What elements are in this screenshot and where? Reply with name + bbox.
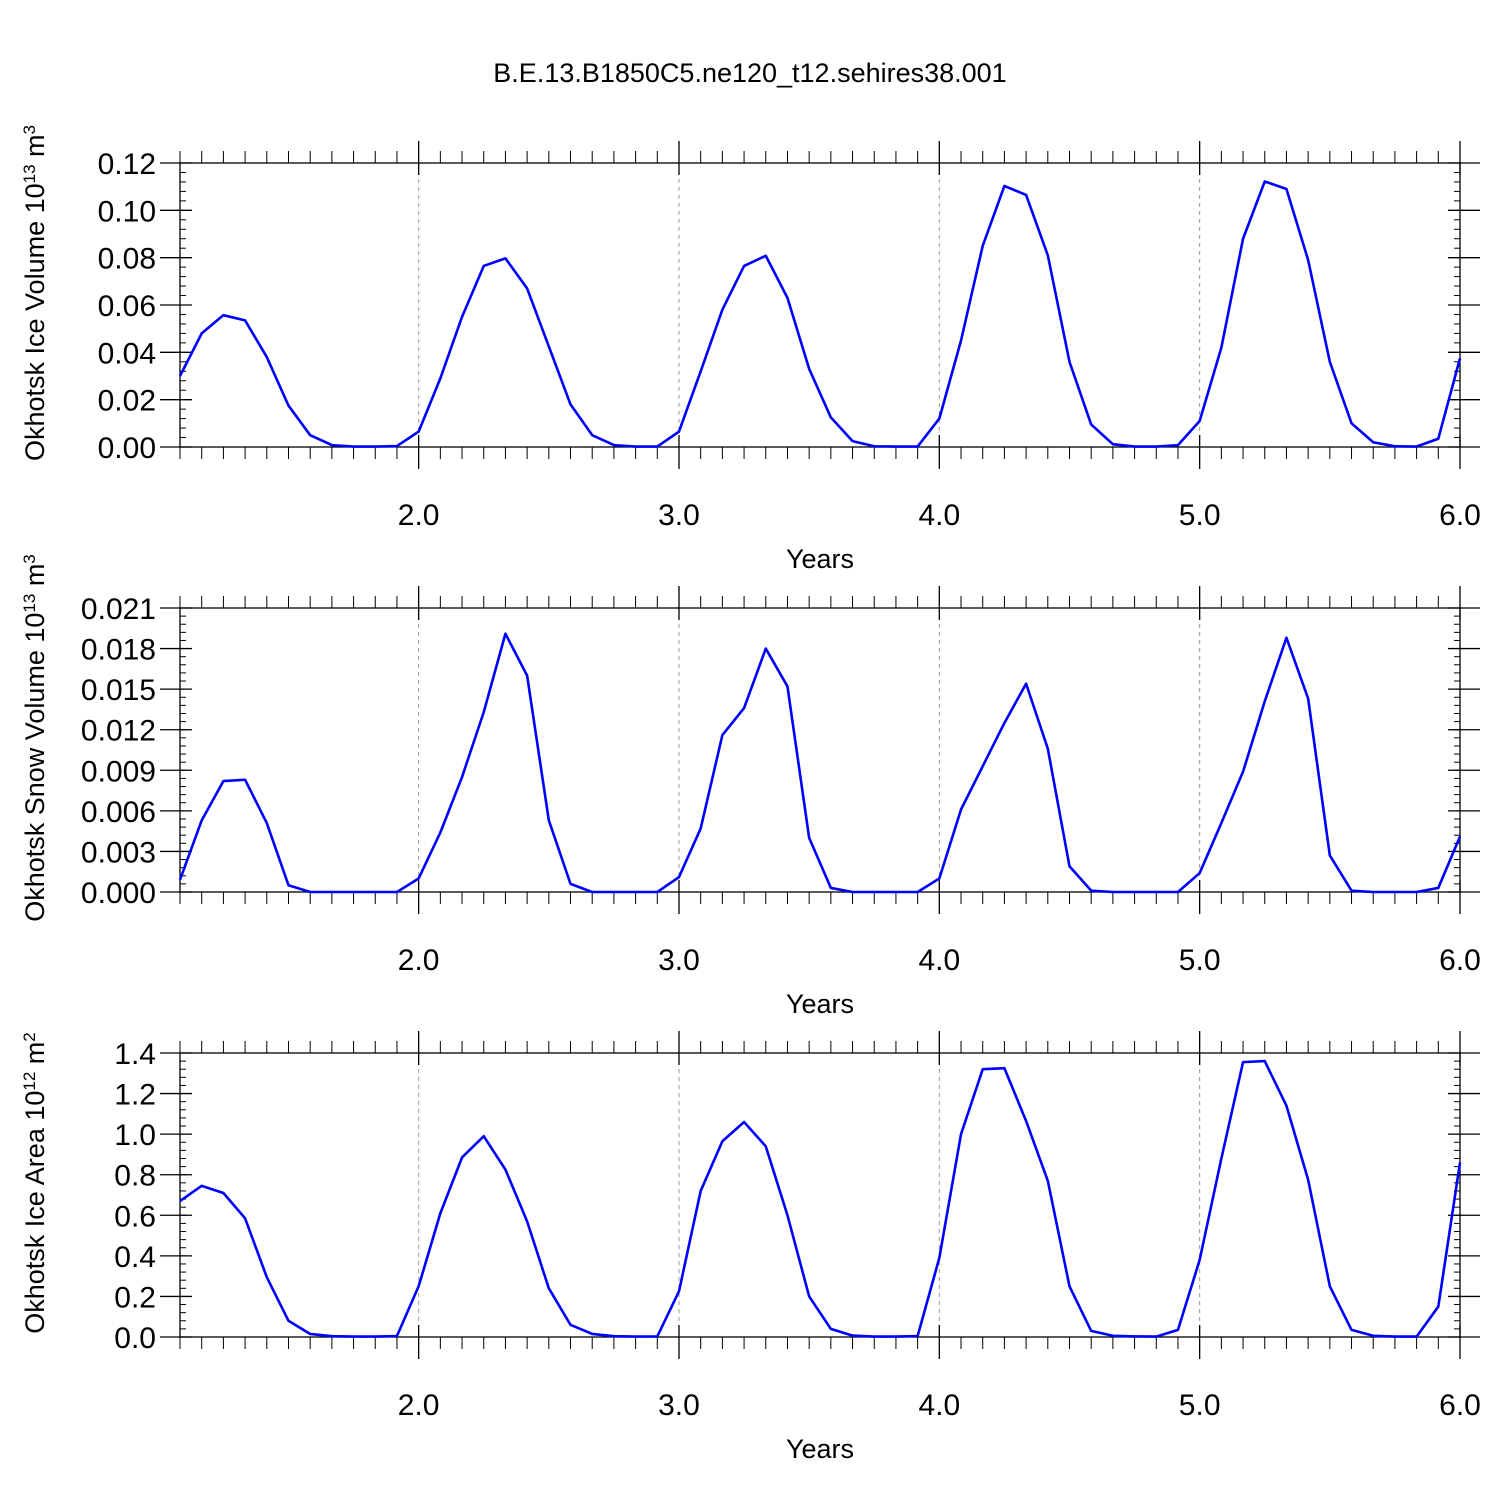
y-tick-label: 0.08 [98,243,156,276]
y-axis-label-unit-exponent: 3 [20,554,39,563]
y-tick-label: 0.8 [114,1160,156,1193]
y-tick-label: 0.000 [81,877,156,910]
x-tick-label: 5.0 [1179,944,1221,977]
y-tick-label: 0.021 [81,593,156,626]
x-axis-label: Years [786,989,854,1019]
x-tick-label: 3.0 [658,499,700,532]
y-tick-label: 1.4 [114,1038,156,1071]
y-tick-label: 0.015 [81,674,156,707]
x-tick-label: 6.0 [1439,499,1481,532]
y-axis-label-exponent: 12 [20,1072,39,1091]
series-line [179,1059,1462,1338]
x-tick-label: 5.0 [1179,1389,1221,1422]
y-axis-label: Okhotsk Ice Area 1012 m2 [20,1032,50,1334]
chart-panel-2: 0.000 0.003 0.006 0.009 0.012 0.015 0.018 0.021… [20,554,1481,1019]
chart-panel-1: 0.00 0.02 0.04 0.06 0.08 0.10 0.12 2.0 3.0 4.0 5.0… [20,125,1481,574]
y-axis-label-unit-exponent: 3 [20,125,39,134]
y-axis-label-unit: m [20,1042,50,1072]
x-axis-label: Years [786,1434,854,1464]
y-axis-label: Okhotsk Ice Volume 1013 m3 [20,125,50,461]
y-axis-label-unit: m [20,564,50,594]
y-tick-label: 0.12 [98,148,156,181]
series-line [178,180,1462,448]
x-tick-label: 3.0 [658,944,700,977]
y-tick-label: 0.00 [98,432,156,465]
y-axis-label-exponent: 13 [20,164,39,183]
x-tick-label: 4.0 [918,1389,960,1422]
x-tick-label: 4.0 [918,944,960,977]
series-line [178,632,1462,894]
y-tick-label: 0.06 [98,290,156,323]
y-tick-label: 0.02 [98,385,156,418]
y-tick-label: 0.018 [81,634,156,667]
y-tick-label: 0.10 [98,195,156,228]
y-tick-label: 0.012 [81,715,156,748]
x-axis-label: Years [786,544,854,574]
x-tick-label: 2.0 [398,499,440,532]
y-tick-label: 0.003 [81,836,156,869]
x-tick-label: 3.0 [658,1389,700,1422]
y-tick-label: 0.0 [114,1322,156,1355]
plot-frame [179,607,1461,893]
y-axis-label-exponent: 13 [20,594,39,613]
x-tick-label: 5.0 [1179,499,1221,532]
x-tick-label: 4.0 [918,499,960,532]
y-tick-label: 1.2 [114,1079,156,1112]
chart-panel-3: 0.0 0.2 0.4 0.6 0.8 1.0 1.2 1.4 2.0 3.0 4.0 5.0 6.0 Y… [20,1031,1481,1464]
y-tick-label: 0.2 [114,1281,156,1314]
y-axis-label-unit: m [20,134,50,164]
plot-frame [179,162,1461,448]
y-tick-label: 0.006 [81,796,156,829]
y-axis-label-text: Okhotsk Ice Volume 10 [20,183,50,461]
y-tick-label: 0.6 [114,1200,156,1233]
y-tick-label: 0.009 [81,755,156,788]
x-tick-label: 6.0 [1439,944,1481,977]
y-axis-label-text: Okhotsk Snow Volume 10 [20,613,50,922]
x-tick-label: 2.0 [398,944,440,977]
y-axis-label: Okhotsk Snow Volume 1013 m3 [20,554,50,922]
y-axis-label-unit-exponent: 2 [20,1032,39,1041]
x-tick-label: 6.0 [1439,1389,1481,1422]
y-tick-label: 1.0 [114,1119,156,1152]
figure-title: B.E.13.B1850C5.ne120_t12.sehires38.001 [493,58,1007,88]
x-tick-label: 2.0 [398,1389,440,1422]
y-tick-label: 0.04 [98,337,156,370]
plot-frame [179,1052,1461,1338]
y-axis-label-text: Okhotsk Ice Area 10 [20,1091,50,1334]
y-tick-label: 0.4 [114,1241,156,1274]
